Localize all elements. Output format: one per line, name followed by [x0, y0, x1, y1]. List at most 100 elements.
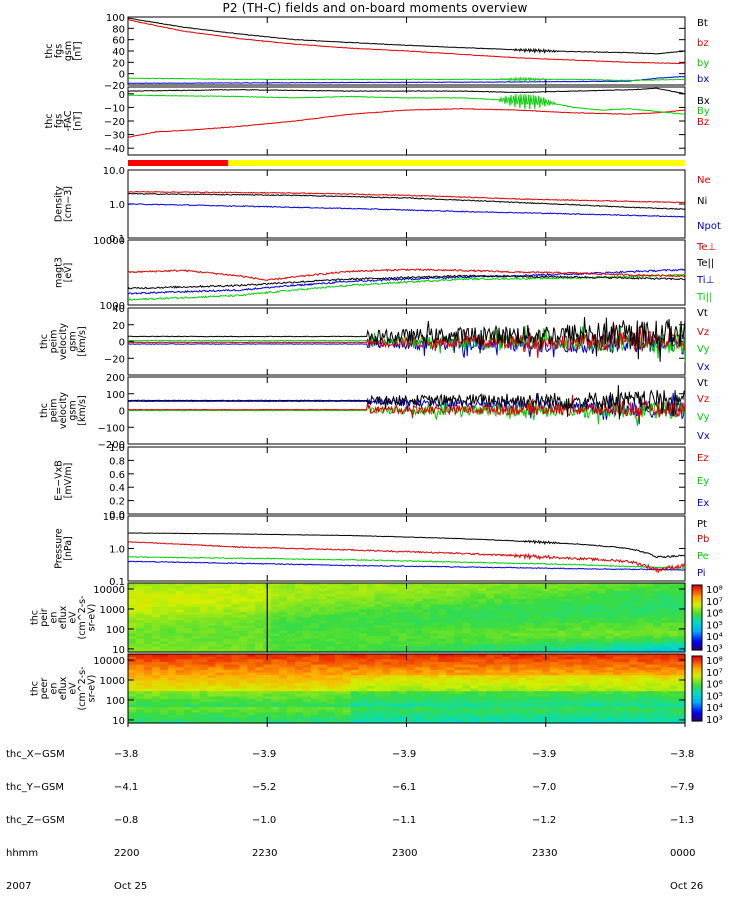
peir_spectrogram-cell — [183, 636, 193, 640]
peir_spectrogram-cell — [645, 591, 654, 595]
peir_spectrogram-cell — [621, 614, 630, 619]
peer_spectrogram-colorbar-step — [692, 672, 702, 675]
peir_spectrogram-cell — [382, 614, 392, 619]
peer_spectrogram-cell — [549, 659, 559, 663]
peir_spectrogram-cell — [287, 588, 296, 592]
peir_spectrogram-cell — [231, 583, 240, 587]
peir_spectrogram-ytick-label: 10000 — [93, 585, 125, 596]
peer_spectrogram-cell — [613, 704, 622, 708]
footer-date-0: Oct 25 — [114, 881, 148, 892]
peir_spectrogram-cell — [295, 628, 304, 632]
peir_spectrogram-cell — [303, 588, 312, 592]
peer_spectrogram-cell — [207, 715, 217, 719]
peir_spectrogram-cell — [589, 617, 599, 621]
peer_spectrogram-cell — [669, 662, 678, 666]
peer_spectrogram-cell — [247, 717, 256, 721]
peer_spectrogram-cell — [175, 659, 185, 663]
peer_spectrogram-cell — [494, 701, 503, 706]
peer_spectrogram-cell — [494, 699, 503, 703]
peir_spectrogram-cell — [462, 638, 471, 642]
peir_spectrogram-cell — [136, 588, 145, 592]
peer_spectrogram-cell — [653, 715, 662, 719]
peir_spectrogram-cell — [207, 620, 217, 624]
peer_spectrogram-cell — [271, 701, 280, 706]
peer_spectrogram-cell — [645, 664, 654, 668]
peer_spectrogram-cell — [350, 669, 360, 674]
peer_spectrogram-colorbar-step — [692, 673, 702, 677]
peir_spectrogram-cell — [326, 588, 336, 592]
peer_spectrogram-cell — [454, 701, 463, 706]
peir_spectrogram-cell — [191, 638, 201, 642]
fgs_gsm-series-bz — [128, 19, 685, 65]
peir_spectrogram-cell — [247, 588, 256, 592]
peir_spectrogram-cell — [597, 617, 607, 621]
peir_spectrogram-cell — [215, 630, 225, 635]
peer_spectrogram-cell — [557, 654, 567, 658]
peer_spectrogram-cell — [478, 709, 487, 713]
peer_spectrogram-cell — [549, 672, 559, 676]
peer_spectrogram-cell — [430, 720, 439, 724]
peer_spectrogram-cell — [159, 656, 169, 660]
peir_spectrogram-cell — [382, 620, 392, 624]
peer_spectrogram-cell — [509, 688, 519, 692]
peir_spectrogram-cell — [358, 614, 368, 619]
peir_spectrogram-cell — [303, 612, 312, 616]
peir_spectrogram-cell — [175, 598, 185, 603]
peer_spectrogram-cell — [295, 664, 304, 668]
peer_spectrogram-cell — [494, 712, 503, 716]
peir_spectrogram-cell — [557, 585, 567, 589]
peir_spectrogram-cell — [326, 585, 336, 589]
peir_spectrogram-cell — [319, 649, 328, 653]
peir_spectrogram-colorbar-step — [692, 591, 702, 594]
temperature-frame — [127, 239, 686, 306]
peer_spectrogram-cell — [167, 701, 177, 706]
peir_spectrogram-cell — [605, 622, 614, 627]
peir_spectrogram-cell — [175, 609, 185, 613]
peir_spectrogram-cell — [167, 583, 177, 587]
peer_spectrogram-cell — [454, 715, 463, 719]
peir_spectrogram-cell — [223, 628, 233, 632]
peir_spectrogram-cell — [358, 636, 368, 640]
peer_spectrogram-cell — [239, 677, 248, 682]
fgs_fac-series-Bz — [128, 107, 685, 138]
peir_spectrogram-cell — [470, 620, 479, 624]
peir_spectrogram-cell — [326, 625, 336, 629]
peir_spectrogram-cell — [422, 614, 431, 619]
peir_spectrogram-cell — [517, 620, 527, 624]
peer_spectrogram-ylabel-line: en — [49, 683, 60, 695]
peir_spectrogram-cell — [414, 609, 424, 613]
peir_spectrogram-cell — [231, 585, 240, 589]
peer_spectrogram-cell — [263, 672, 272, 676]
peir_spectrogram-cell — [454, 628, 463, 632]
peer_spectrogram-cell — [374, 696, 384, 700]
peer_spectrogram-cell — [677, 675, 686, 679]
peir_spectrogram-cell — [366, 620, 376, 624]
peer_spectrogram-cell — [629, 699, 638, 703]
peer_spectrogram-cell — [454, 675, 463, 679]
peer_spectrogram-cell — [430, 667, 439, 671]
peir_spectrogram-cell — [319, 583, 328, 587]
peer_spectrogram-cell — [581, 696, 591, 700]
peer_spectrogram-cell — [629, 709, 638, 713]
peer_spectrogram-cell — [621, 685, 630, 690]
peir_spectrogram-cell — [350, 596, 360, 600]
peer_spectrogram-cell — [454, 664, 463, 668]
peer_spectrogram-cell — [438, 683, 447, 687]
peer_spectrogram-cell — [175, 683, 185, 687]
peir_spectrogram-cell — [334, 638, 344, 642]
peer_spectrogram-cell — [358, 699, 368, 703]
peir_spectrogram-cell — [605, 604, 614, 608]
peer_spectrogram-cell — [446, 696, 455, 700]
peer_spectrogram-cell — [621, 712, 630, 716]
peer_spectrogram-cell — [517, 715, 527, 719]
peir_spectrogram-cell — [629, 646, 638, 650]
peer_spectrogram-cell — [605, 656, 614, 660]
peer_spectrogram-cell — [398, 685, 408, 690]
peir_spectrogram-cell — [677, 596, 686, 600]
peir_spectrogram-cell — [398, 630, 408, 635]
peer_spectrogram-cell — [271, 654, 280, 658]
temperature-legend-Te: Te⊥ — [696, 242, 716, 253]
peir_spectrogram-cell — [215, 596, 225, 600]
peer_spectrogram-cell — [533, 715, 543, 719]
fgs_fac-series-group — [128, 87, 685, 138]
